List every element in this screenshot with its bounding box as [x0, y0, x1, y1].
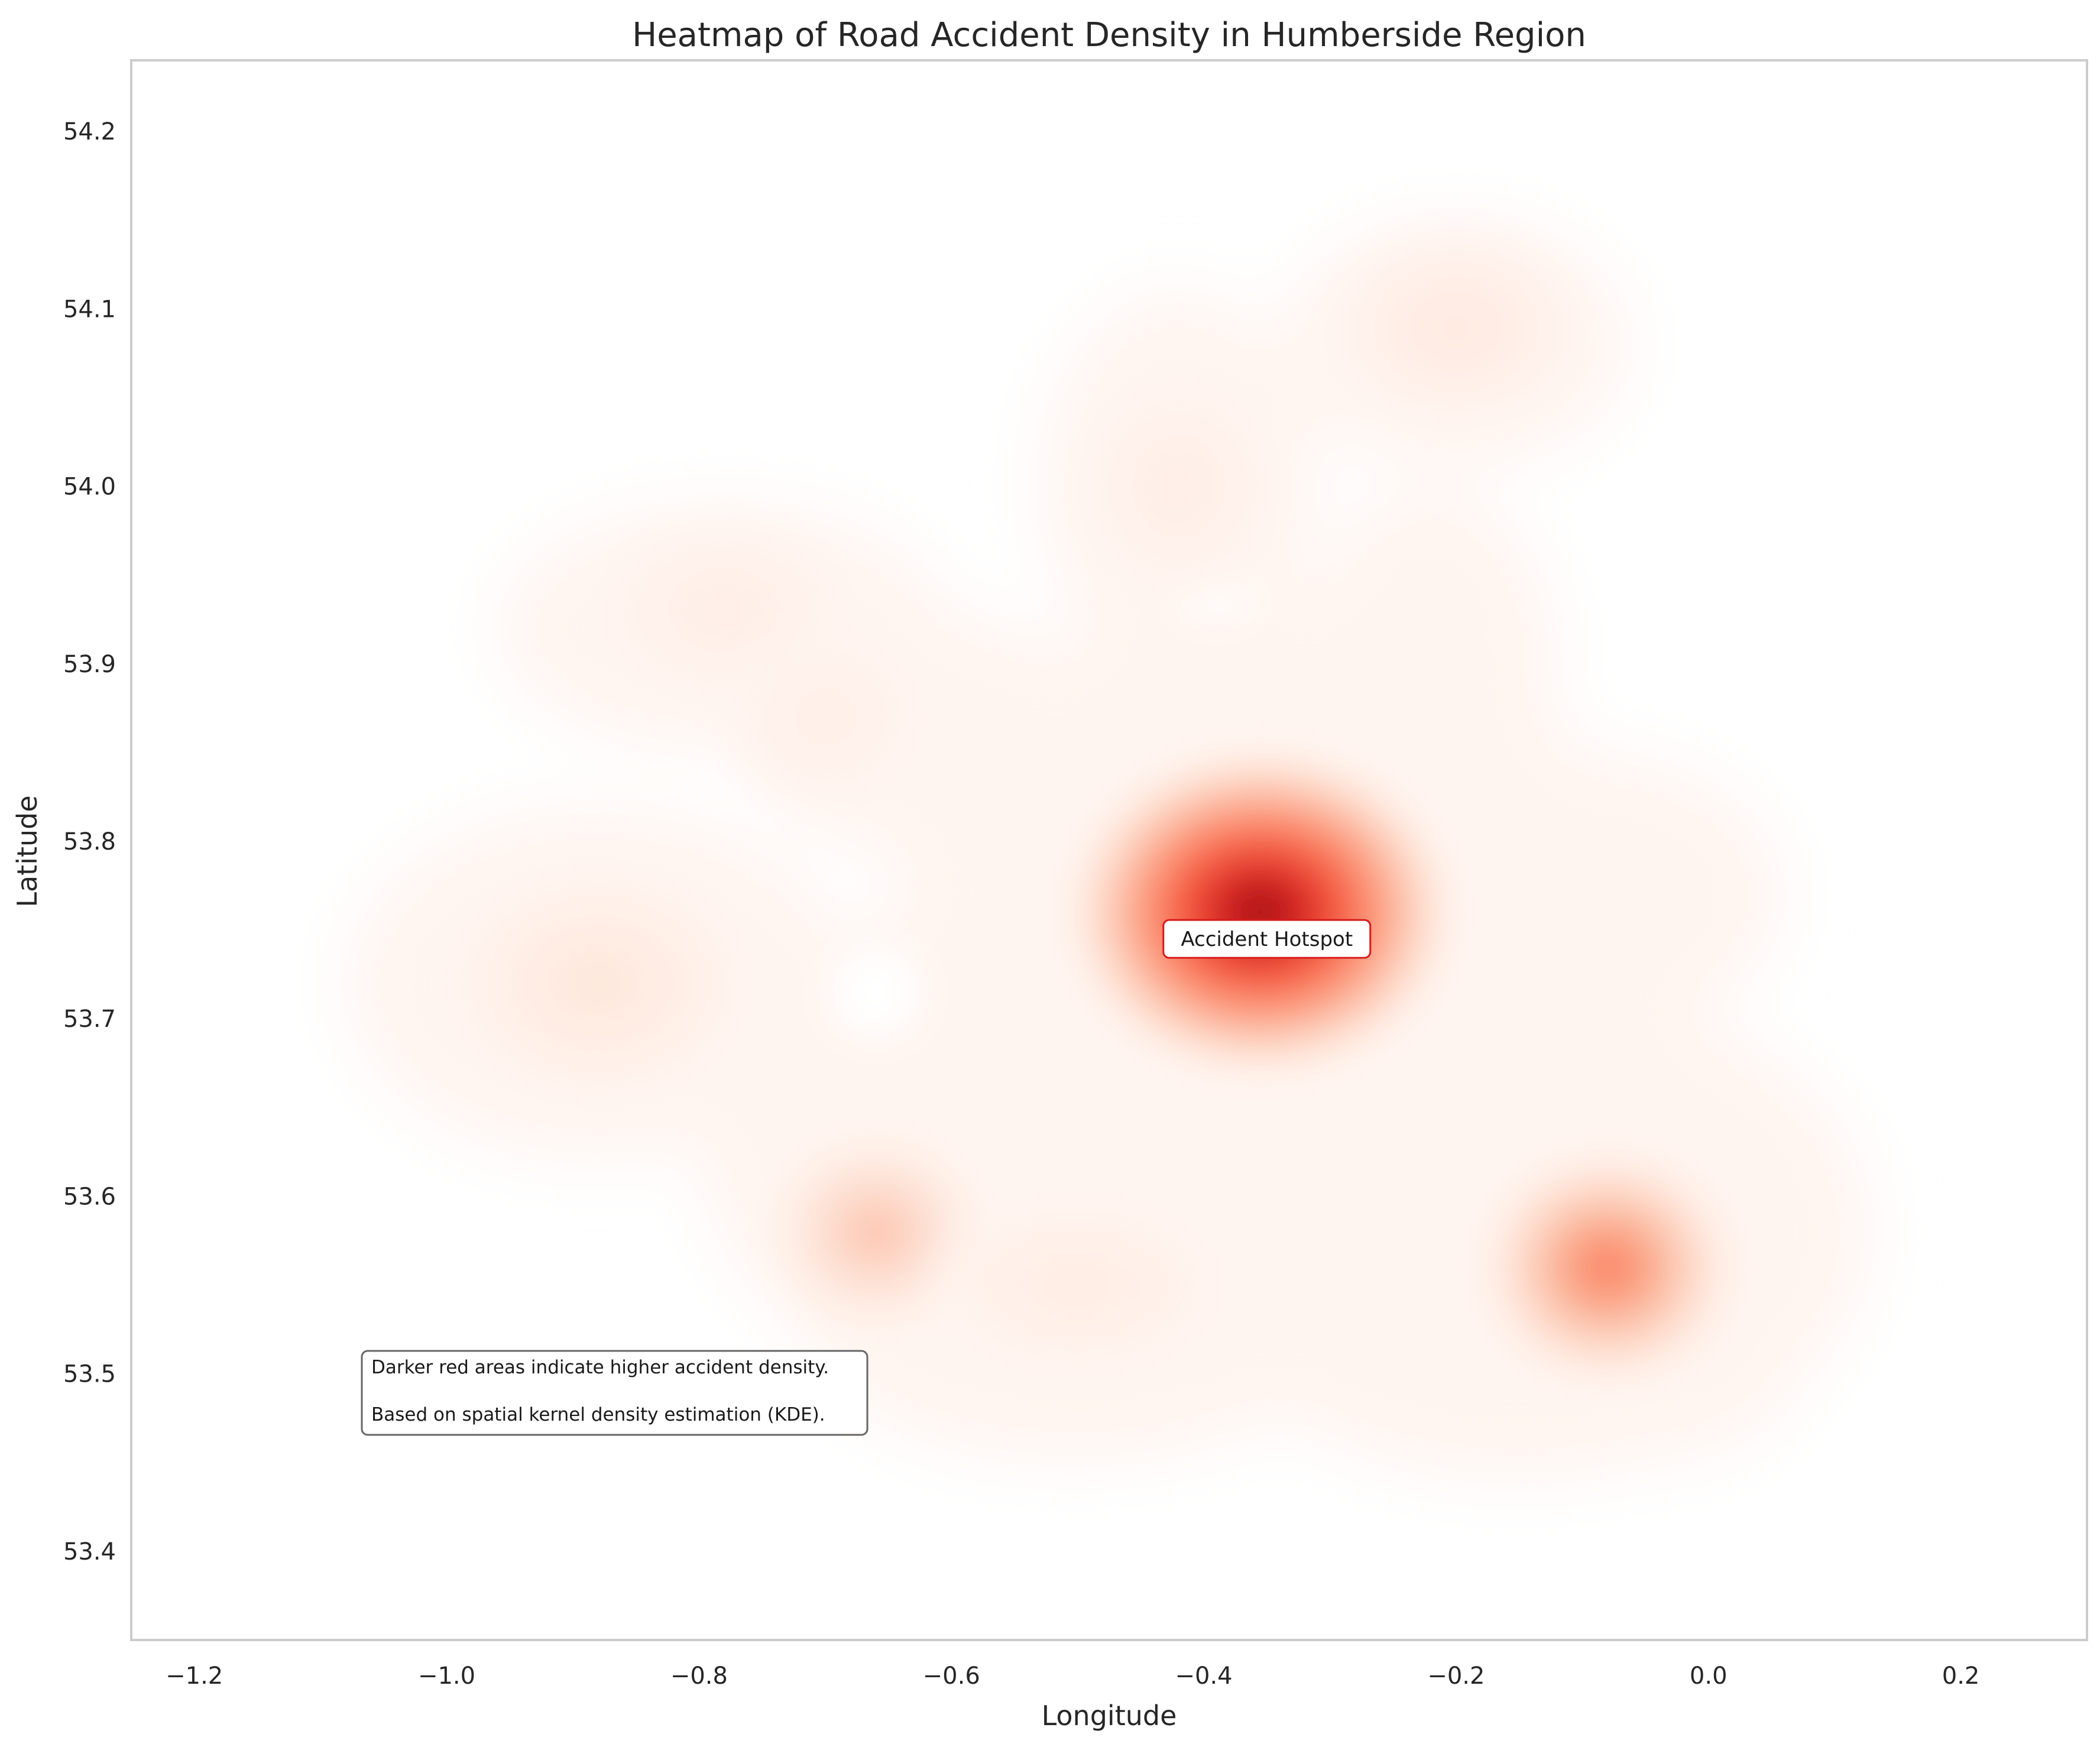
hotspot-annotation: Accident Hotspot — [1162, 919, 1372, 959]
density-contour — [1447, 319, 1466, 334]
y-tick-label: 53.5 — [63, 1361, 116, 1388]
x-tick-label: −0.4 — [1175, 1662, 1232, 1690]
density-contour — [715, 604, 734, 617]
x-tick-label: 0.0 — [1690, 1662, 1728, 1690]
y-axis-ticks: 53.4 53.5 53.6 53.7 53.8 53.9 54.0 54.1 54.2 — [63, 118, 116, 1566]
density-contour — [818, 711, 833, 724]
y-tick-label: 53.7 — [63, 1006, 116, 1033]
y-tick-label: 54.0 — [63, 474, 116, 501]
density-gaps — [831, 587, 1255, 1037]
chart-title: Heatmap of Road Accident Density in Humb… — [632, 16, 1586, 54]
x-tick-label: −0.6 — [923, 1662, 980, 1690]
x-tick-label: 0.2 — [1942, 1662, 1980, 1690]
density-contour — [1247, 900, 1274, 924]
hotspot-annotation-box — [1162, 919, 1372, 959]
y-axis-label: Latitude — [11, 795, 43, 907]
note-line-1: Darker red areas indicate higher acciden… — [371, 1357, 829, 1378]
density-contour — [1171, 478, 1186, 494]
plot-frame — [130, 59, 2088, 1641]
density-contour — [587, 975, 609, 992]
x-tick-label: −1.0 — [418, 1662, 475, 1690]
x-tick-label: −1.2 — [166, 1662, 223, 1690]
density-cores — [446, 229, 1734, 1383]
density-gap — [831, 948, 920, 1037]
density-contour — [1598, 1259, 1617, 1276]
density-gap — [1178, 587, 1255, 616]
note-line-2: Based on spatial kernel density estimati… — [371, 1404, 825, 1425]
density-contour — [868, 1224, 884, 1239]
x-tick-label: −0.8 — [670, 1662, 728, 1690]
x-tick-label: −0.2 — [1427, 1662, 1485, 1690]
y-tick-label: 54.1 — [63, 296, 116, 323]
y-tick-label: 53.4 — [63, 1538, 116, 1566]
density-envelope-blob — [1304, 486, 1557, 841]
explanation-note-box — [361, 1350, 868, 1436]
explanation-note: Darker red areas indicate higher acciden… — [361, 1350, 868, 1436]
y-tick-label: 53.6 — [63, 1183, 116, 1210]
density-contour — [1067, 1278, 1088, 1292]
y-tick-label: 54.2 — [63, 118, 116, 145]
x-axis-label: Longitude — [1042, 1700, 1177, 1732]
y-tick-label: 53.9 — [63, 651, 116, 678]
x-axis-ticks: −1.2 −1.0 −0.8 −0.6 −0.4 −0.2 0.0 0.2 — [166, 1662, 1979, 1690]
density-layer — [345, 220, 1873, 1480]
y-tick-label: 53.8 — [63, 828, 116, 855]
hotspot-annotation-text: Accident Hotspot — [1181, 928, 1353, 951]
